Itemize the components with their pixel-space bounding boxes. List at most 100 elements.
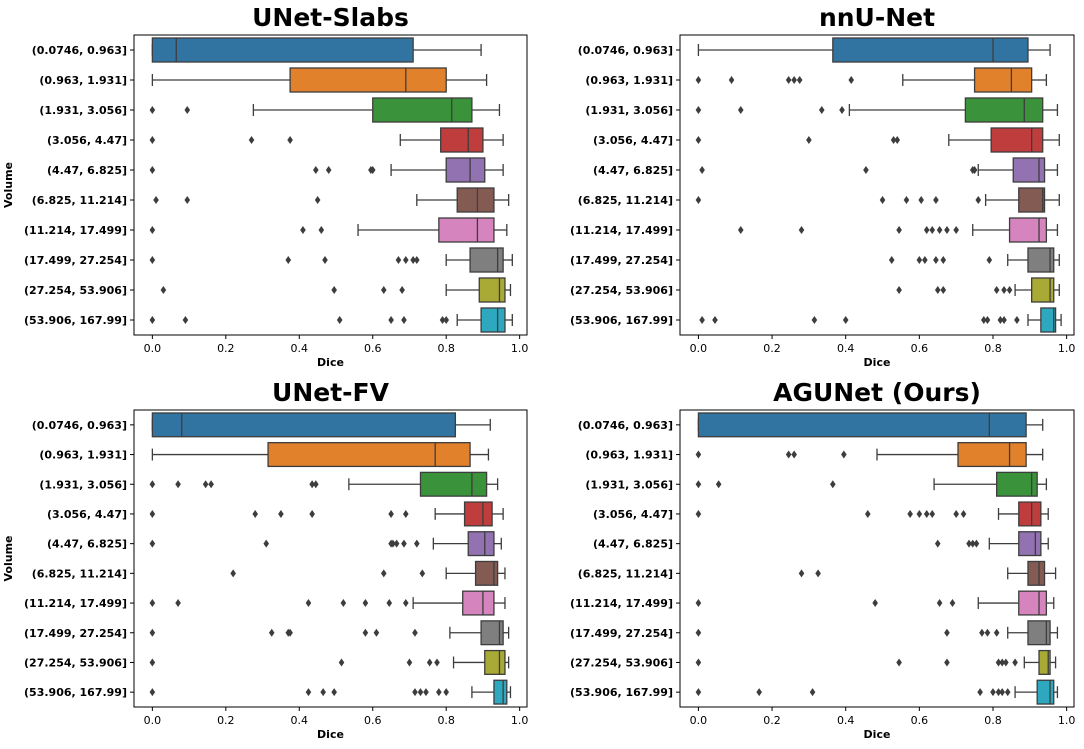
outlier-point	[314, 196, 321, 204]
outlier-point	[443, 316, 449, 324]
y-tick-label: (3.056, 4.47]	[593, 508, 673, 521]
outlier-point	[811, 316, 818, 324]
box-iqr	[1018, 531, 1042, 557]
outlier-point	[896, 658, 902, 667]
outlier-point	[695, 136, 702, 144]
y-tick-label: (3.056, 4.47]	[593, 134, 673, 147]
y-tick-label: (4.47, 6.825]	[47, 538, 127, 551]
outlier-point	[388, 316, 394, 324]
outlier-point	[944, 658, 950, 667]
outlier-point	[160, 286, 167, 294]
y-axis-label: Volume	[2, 162, 15, 208]
outlier-point	[903, 196, 910, 204]
box-iqr	[1031, 277, 1055, 303]
outlier-point	[402, 599, 409, 608]
outlier-point	[993, 286, 1000, 294]
outlier-point	[149, 688, 156, 697]
y-axis-label: Volume	[2, 536, 15, 582]
box-iqr	[440, 127, 484, 153]
x-tick-label: 0.8	[984, 714, 1002, 727]
outlier-point	[419, 569, 426, 578]
outlier-point	[362, 599, 369, 608]
outlier-point	[202, 480, 209, 489]
outlier-point	[414, 539, 420, 548]
outlier-point	[390, 539, 396, 548]
outlier-point	[393, 539, 400, 548]
panel-nnu-net: nnU-Net 0.0 0.2 0.4 0.6 0.8 1.0 Dice (0.0746, 0.…	[570, 3, 1075, 369]
outlier-point	[287, 628, 293, 637]
outlier-point	[907, 509, 913, 518]
outlier-point	[175, 599, 181, 608]
box-iqr	[1018, 590, 1048, 616]
x-tick-label: 0.0	[144, 342, 162, 355]
y-tick-label: (53.906, 167.99]	[570, 686, 673, 699]
x-axis-label: Dice	[864, 356, 891, 369]
outlier-point	[798, 569, 805, 578]
outlier-point	[756, 688, 762, 697]
x-tick-label: 0.6	[364, 714, 382, 727]
box-iqr	[697, 412, 1027, 438]
y-tick-label: (4.47, 6.825]	[593, 538, 673, 551]
y-tick-label: (4.47, 6.825]	[47, 164, 127, 177]
outlier-point	[863, 166, 869, 174]
y-tick-label: (53.906, 167.99]	[24, 686, 127, 699]
outlier-point	[916, 256, 923, 264]
y-tick-label: (1.931, 3.056]	[585, 104, 673, 117]
outlier-point	[848, 76, 855, 84]
y-tick-label: (0.0746, 0.963]	[578, 419, 673, 432]
x-axis-label: Dice	[317, 356, 344, 369]
outlier-point	[929, 509, 936, 518]
outlier-point	[896, 286, 902, 294]
outlier-point	[695, 599, 702, 608]
x-tick-label: 0.2	[217, 342, 235, 355]
outlier-point	[737, 106, 744, 114]
outlier-point	[940, 286, 947, 294]
box-iqr	[438, 217, 495, 243]
box-iqr	[1027, 620, 1051, 646]
outlier-point	[423, 688, 429, 697]
y-tick-label: (27.254, 53.906]	[570, 656, 673, 669]
outlier-point	[695, 196, 702, 204]
outlier-point	[728, 76, 735, 84]
outlier-point	[712, 316, 718, 324]
outlier-point	[417, 688, 424, 697]
outlier-point	[401, 316, 407, 324]
outlier-point	[373, 628, 380, 637]
outlier-point	[809, 688, 816, 697]
outlier-point	[1014, 316, 1020, 324]
outlier-point	[997, 316, 1004, 324]
box-iqr	[445, 157, 486, 183]
outlier-point	[369, 166, 376, 174]
box-iqr	[419, 471, 488, 497]
x-tick-label: 0.6	[364, 342, 382, 355]
y-tick-label: (1.931, 3.056]	[39, 104, 127, 117]
outlier-point	[406, 658, 413, 667]
outlier-point	[890, 136, 897, 144]
outlier-point	[175, 480, 181, 489]
y-tick-label: (1.931, 3.056]	[39, 478, 127, 491]
box-iqr	[480, 307, 506, 333]
outlier-point	[695, 480, 702, 489]
outlier-point	[305, 688, 312, 697]
y-tick-label: (17.499, 27.254]	[570, 627, 673, 640]
y-tick-label: (3.056, 4.47]	[47, 134, 127, 147]
outlier-point	[305, 599, 312, 608]
outlier-point	[737, 226, 744, 234]
outlier-point	[386, 599, 393, 608]
outlier-point	[940, 256, 947, 264]
outlier-point	[933, 196, 939, 204]
y-tick-label: (53.906, 167.99]	[24, 314, 127, 327]
outlier-point	[973, 539, 980, 548]
outlier-point	[999, 658, 1005, 667]
outlier-point	[975, 196, 982, 204]
outlier-point	[896, 226, 902, 234]
outlier-point	[842, 316, 849, 324]
outlier-point	[990, 688, 996, 697]
x-tick-label: 0.4	[837, 342, 855, 355]
outlier-point	[984, 628, 991, 637]
outlier-point	[443, 688, 449, 697]
outlier-point	[922, 256, 928, 264]
outlier-point	[149, 599, 156, 608]
outlier-point	[380, 569, 387, 578]
box-iqr	[1008, 217, 1048, 243]
